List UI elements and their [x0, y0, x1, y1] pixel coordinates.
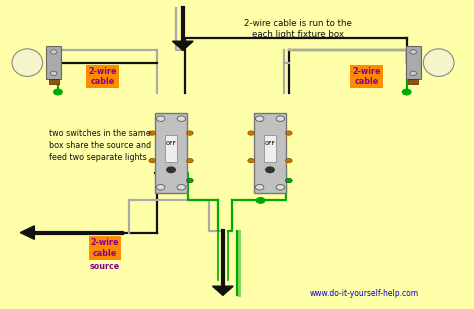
Circle shape: [177, 116, 186, 121]
Circle shape: [248, 131, 255, 135]
Text: 2-wire
cable: 2-wire cable: [352, 67, 381, 86]
Text: 2-wire
cable: 2-wire cable: [89, 67, 117, 86]
Polygon shape: [173, 41, 193, 50]
Circle shape: [266, 167, 274, 172]
Text: www.do-it-yourself-help.com: www.do-it-yourself-help.com: [310, 289, 419, 298]
Circle shape: [402, 89, 411, 95]
Circle shape: [187, 159, 193, 163]
Bar: [165, 135, 177, 162]
Circle shape: [285, 159, 292, 163]
Circle shape: [187, 178, 193, 183]
Circle shape: [276, 184, 284, 190]
Circle shape: [285, 178, 292, 183]
Text: 2-wire
cable: 2-wire cable: [91, 238, 119, 258]
Circle shape: [156, 116, 165, 121]
Polygon shape: [20, 226, 35, 239]
Circle shape: [285, 131, 292, 135]
Polygon shape: [212, 286, 233, 295]
Circle shape: [167, 167, 175, 172]
Circle shape: [156, 184, 165, 190]
Bar: [408, 79, 419, 84]
Bar: [155, 113, 187, 193]
Text: OFF: OFF: [264, 141, 275, 146]
Text: 2-wire cable is run to the
each light fixture box: 2-wire cable is run to the each light fi…: [244, 19, 352, 39]
Text: source: source: [90, 262, 120, 271]
Circle shape: [248, 159, 255, 163]
Ellipse shape: [423, 49, 454, 76]
Bar: [406, 46, 421, 79]
Bar: [48, 79, 59, 84]
Circle shape: [50, 50, 57, 54]
Ellipse shape: [12, 49, 43, 76]
Circle shape: [410, 71, 417, 75]
Bar: [254, 113, 286, 193]
Text: two switches in the same
box share the source and
feed two separate lights: two switches in the same box share the s…: [48, 129, 151, 162]
Circle shape: [255, 184, 264, 190]
Bar: [46, 46, 61, 79]
Circle shape: [276, 116, 284, 121]
Circle shape: [50, 71, 57, 75]
Circle shape: [256, 198, 265, 203]
Bar: [264, 135, 276, 162]
Text: OFF: OFF: [165, 141, 176, 146]
Circle shape: [410, 50, 417, 54]
Circle shape: [54, 89, 62, 95]
Circle shape: [177, 184, 186, 190]
Circle shape: [149, 131, 155, 135]
Circle shape: [187, 131, 193, 135]
Circle shape: [255, 116, 264, 121]
Circle shape: [149, 159, 155, 163]
